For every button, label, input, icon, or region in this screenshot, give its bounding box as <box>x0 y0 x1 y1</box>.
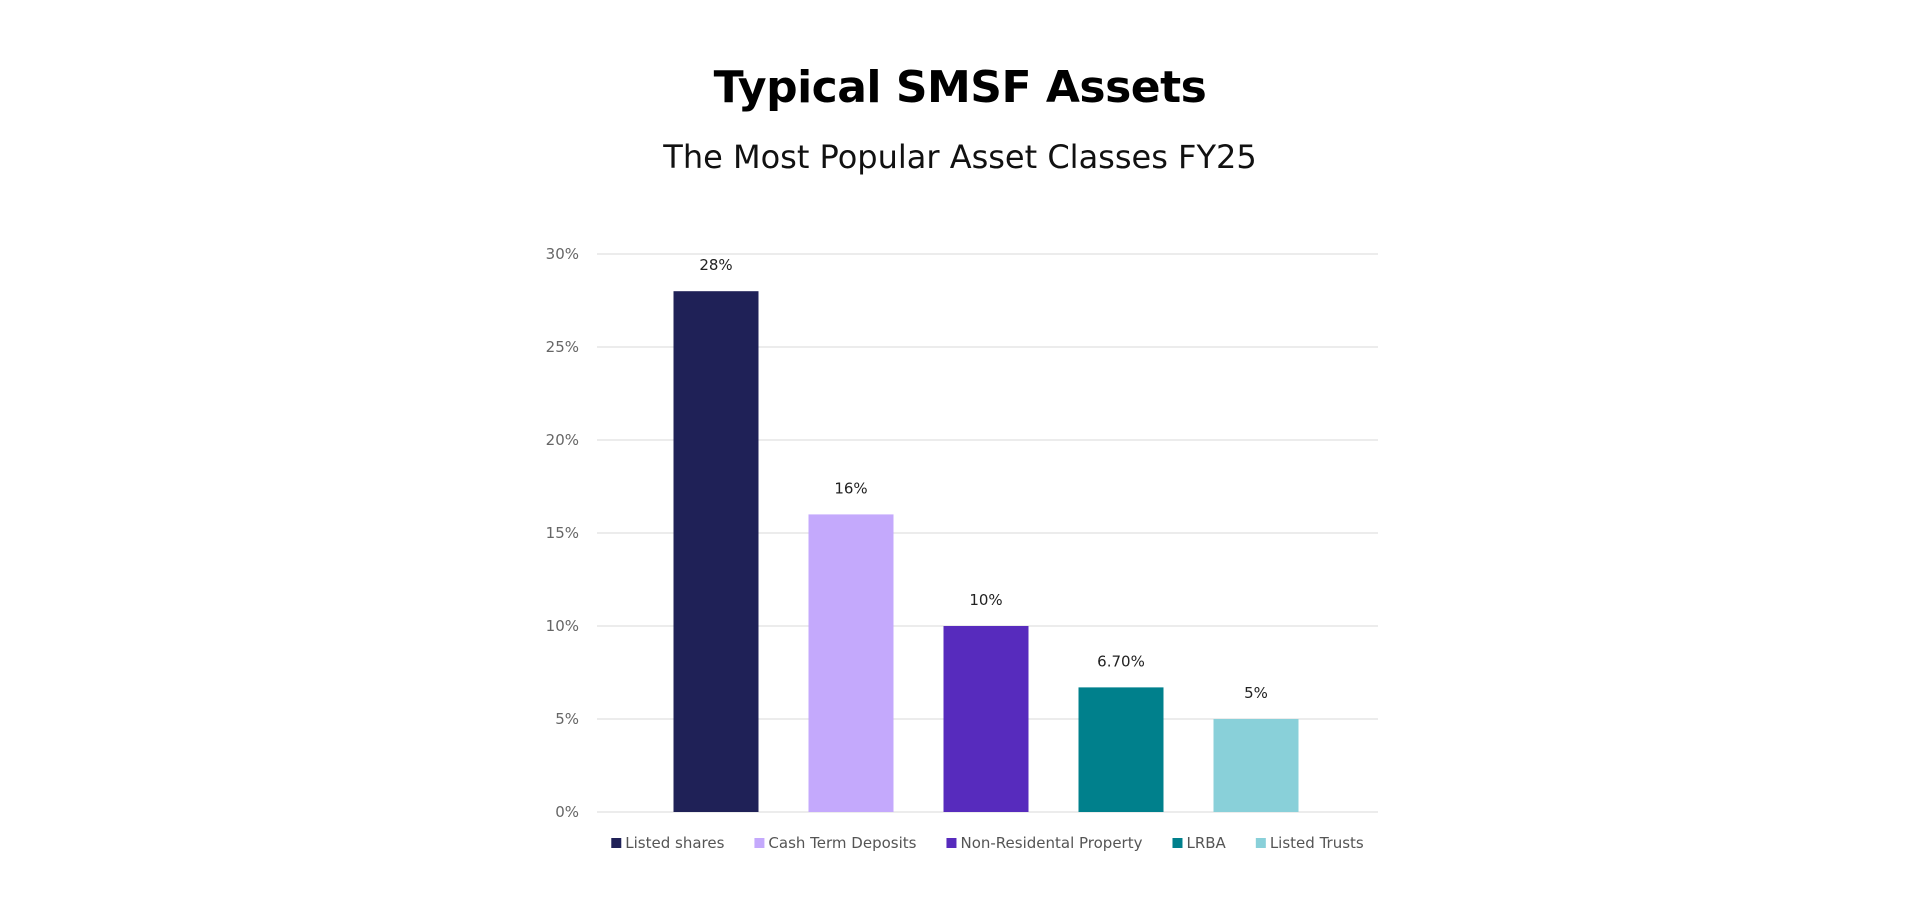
legend-swatch <box>1255 838 1266 848</box>
legend-label: LRBA <box>1186 834 1226 852</box>
data-label: 5% <box>1244 684 1268 702</box>
data-label: 6.70% <box>1097 652 1145 670</box>
legend-item-non-residental-property: Non-Residental Property <box>946 834 1143 852</box>
bar-lrba <box>1078 687 1164 812</box>
y-tick-label: 25% <box>546 338 579 356</box>
legend-label: Listed shares <box>625 834 724 852</box>
y-tick-label: 20% <box>546 431 579 449</box>
chart-title: Typical SMSF Assets <box>713 62 1207 113</box>
y-tick-label: 30% <box>546 245 579 263</box>
y-tick-label: 15% <box>546 524 579 542</box>
bars <box>673 291 1299 812</box>
data-label: 10% <box>969 591 1002 609</box>
bar-listed-shares <box>673 291 759 812</box>
bar-cash-term-deposits <box>808 514 894 812</box>
bar-non-residental-property <box>943 626 1029 812</box>
legend-label: Non-Residental Property <box>960 834 1142 852</box>
chart-subtitle: The Most Popular Asset Classes FY25 <box>663 138 1257 176</box>
legend-item-listed-trusts: Listed Trusts <box>1255 834 1364 852</box>
data-label: 16% <box>834 479 867 497</box>
bar-listed-trusts <box>1213 719 1299 812</box>
legend-item-lrba: LRBA <box>1172 834 1227 852</box>
y-tick-label: 0% <box>555 803 579 821</box>
legend-label: Listed Trusts <box>1270 834 1364 852</box>
legend: Listed shares Cash Term Deposits Non-Resid… <box>611 834 1364 852</box>
y-axis-tick-labels: 0% 5% 10% 15% 20% 25% 30% <box>546 245 579 821</box>
legend-swatch <box>946 838 957 848</box>
legend-item-listed-shares: Listed shares <box>611 834 725 852</box>
y-tick-label: 10% <box>546 617 579 635</box>
legend-swatch <box>1172 838 1183 848</box>
legend-swatch <box>611 838 622 848</box>
legend-swatch <box>754 838 765 848</box>
legend-item-cash-term-deposits: Cash Term Deposits <box>754 834 917 852</box>
data-label: 28% <box>699 256 732 274</box>
y-tick-label: 5% <box>555 710 579 728</box>
legend-label: Cash Term Deposits <box>768 834 916 852</box>
data-labels: 28% 16% 10% 6.70% 5% <box>699 256 1268 702</box>
